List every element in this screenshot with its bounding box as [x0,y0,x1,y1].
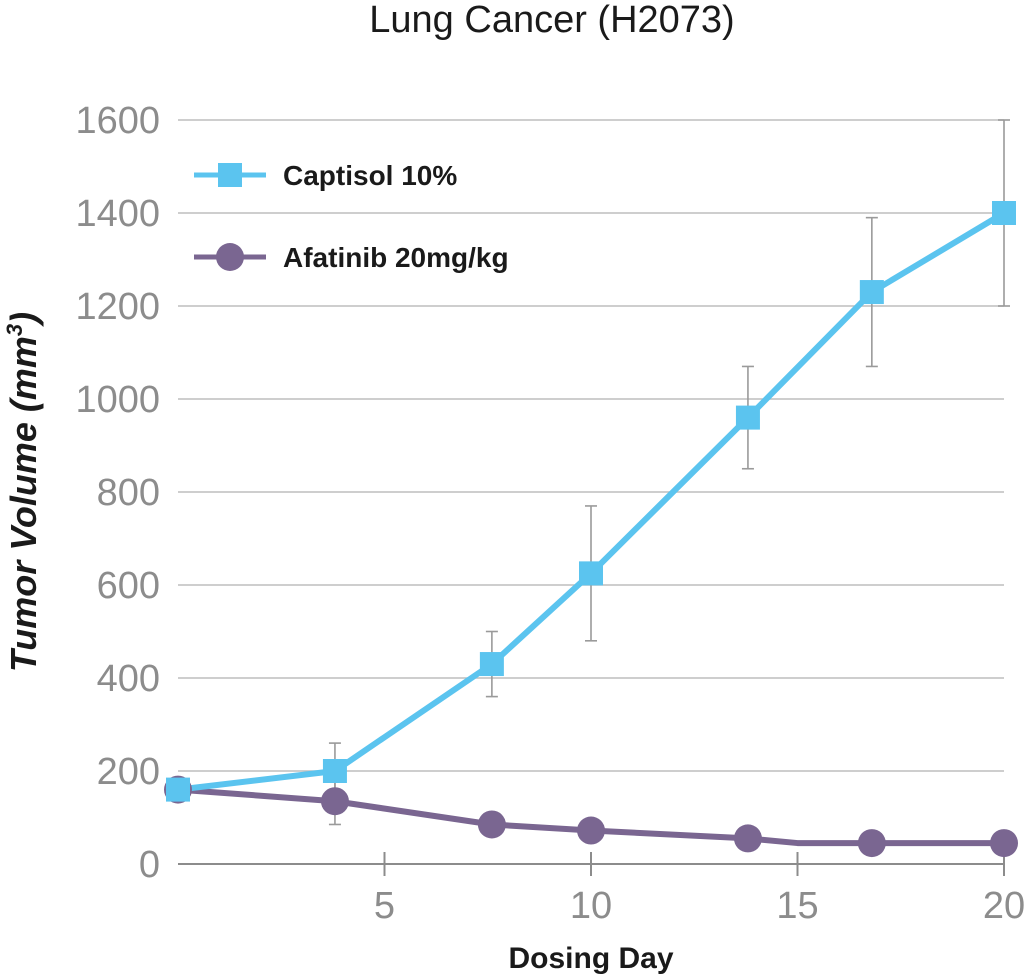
y-tick-label: 1600 [75,100,160,142]
legend-item-afatinib: Afatinib 20mg/kg [194,242,509,273]
data-point-captisol [322,759,347,783]
data-point-afatinib [320,787,349,816]
y-axis-ticks: 0 200 400 600 800 1000 1200 1400 1600 [75,100,160,886]
x-tick-label: 5 [374,885,395,927]
data-point-afatinib [990,829,1018,858]
y-tick-label: 0 [139,844,160,886]
data-point-afatinib [577,816,605,845]
legend-label-afatinib: Afatinib 20mg/kg [283,242,509,273]
y-tick-label: 1200 [75,286,160,328]
y-axis-label-superscript: 3 [2,324,27,336]
y-tick-label: 800 [97,472,160,514]
data-point-captisol [479,652,504,677]
y-tick-label: 1000 [75,379,160,421]
data-point-afatinib [857,829,886,858]
data-point-captisol [735,405,760,430]
x-tick-label: 20 [983,885,1024,927]
chart-title: Lung Cancer (H2073) [369,0,734,41]
legend-label-captisol: Captisol 10% [283,160,457,191]
legend-swatch-circle [216,243,244,271]
error-bars [328,119,1010,826]
y-axis-label-close: ) [3,312,44,328]
series-markers [164,201,1018,858]
data-point-afatinib [477,810,506,839]
y-tick-label: 200 [97,751,160,793]
data-point-captisol [166,777,190,802]
x-tick-label: 15 [776,885,818,927]
legend: Captisol 10% Afatinib 20mg/kg [194,160,509,273]
data-point-afatinib [733,824,762,853]
y-tick-label: 600 [97,565,160,607]
y-tick-label: 400 [97,658,160,700]
gridlines [178,119,1004,865]
x-axis-ticks: 5 10 15 20 [374,885,1024,927]
y-axis-label-text: Tumor Volume (mm [3,336,44,672]
data-point-captisol [992,201,1016,225]
data-point-captisol [579,561,603,586]
legend-item-captisol: Captisol 10% [194,160,457,191]
y-tick-label: 1400 [75,193,160,235]
y-axis-label: Tumor Volume (mm3) [2,312,44,672]
x-axis-label: Dosing Day [508,942,673,975]
x-tick-label: 10 [570,885,612,927]
legend-swatch-square [218,163,242,187]
data-point-captisol [859,280,884,305]
